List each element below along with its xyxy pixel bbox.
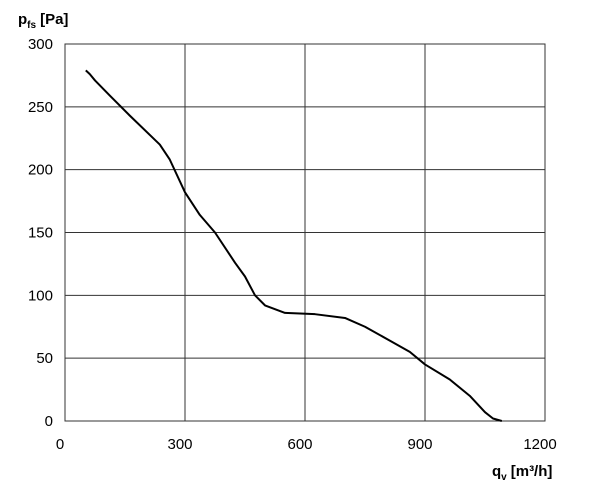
y-tick-label: 50 (36, 350, 53, 367)
x-label-unit: [m³/h] (511, 463, 553, 480)
x-tick-label: 0 (56, 436, 64, 453)
x-tick-label: 1200 (523, 436, 556, 453)
y-tick-label: 250 (28, 99, 53, 116)
y-tick-label: 150 (28, 225, 53, 242)
y-label-subscript: fs (27, 20, 36, 31)
plot-frame (64, 43, 546, 422)
x-label-subscript: v (501, 472, 507, 483)
curve (85, 69, 503, 422)
y-tick-label: 0 (45, 413, 53, 430)
x-axis-label: qv [m³/h] (492, 463, 552, 483)
y-tick-label: 100 (28, 287, 53, 304)
x-tick-label: 900 (407, 436, 432, 453)
y-tick-label: 200 (28, 162, 53, 179)
x-tick-label: 600 (287, 436, 312, 453)
y-tick-label: 300 (28, 36, 53, 53)
x-label-symbol: q (492, 463, 501, 480)
y-label-unit: [Pa] (40, 11, 68, 28)
x-tick-label: 300 (167, 436, 192, 453)
y-axis-label: pfs [Pa] (18, 11, 68, 31)
y-label-symbol: p (18, 11, 27, 28)
